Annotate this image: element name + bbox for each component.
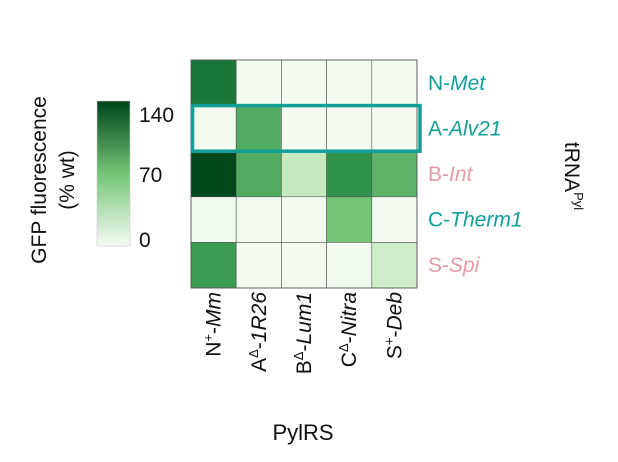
column-label-separator: - (383, 331, 406, 338)
heatmap-cells (190, 59, 418, 289)
column-label-separator: - (293, 345, 316, 352)
colorbar-tick-mid: 70 (139, 164, 162, 187)
y-axis-title: tRNAPyl (560, 142, 586, 210)
heatmap-cell (281, 150, 327, 198)
row-label: A-Alv21 (428, 117, 502, 140)
colorbar-tick-min: 0 (139, 229, 151, 252)
colorbar (96, 100, 131, 247)
column-label-prefix: S (383, 345, 406, 359)
column-label-prefix: C (338, 352, 361, 367)
heatmap-cell (326, 105, 373, 152)
x-axis-title: PylRS (272, 420, 333, 445)
row-label: B-Int (428, 163, 474, 186)
column-label-superscript: + (201, 334, 216, 342)
column-label-superscript: Δ (246, 349, 261, 358)
column-label-superscript: + (381, 338, 396, 346)
heatmap-cell (371, 196, 418, 243)
row-label-prefix: S- (428, 254, 449, 277)
heatmap-cell (190, 242, 237, 289)
column-label-superscript: Δ (336, 343, 351, 352)
heatmap-cell (326, 242, 373, 289)
row-label-prefix: B- (428, 163, 449, 186)
row-label-name: Alv21 (447, 117, 502, 140)
heatmap-cell (235, 242, 282, 289)
colorbar-title-line2: (% wt) (56, 150, 79, 210)
column-label-name: Lum1 (293, 292, 316, 345)
heatmap-cell (281, 59, 327, 106)
row-label-name: Int (449, 163, 474, 186)
heatmap-cell (371, 242, 418, 289)
heatmap-cell (235, 105, 282, 152)
heatmap-cell (235, 59, 282, 106)
colorbar-title-line1: GFP fluorescence (28, 96, 51, 264)
heatmap-cell (326, 196, 373, 243)
heatmap-border (190, 59, 418, 289)
column-label: BΔ-Lum1 (291, 292, 316, 374)
heatmap-cell (326, 59, 373, 106)
heatmap-cell (371, 59, 418, 106)
heatmap-cell (281, 242, 327, 289)
y-axis-title-superscript: Pyl (571, 192, 586, 210)
column-label: AΔ-1R26 (246, 292, 271, 372)
column-label-superscript: Δ (291, 351, 306, 360)
column-label-separator: - (338, 336, 361, 343)
heatmap-cell (235, 150, 282, 198)
column-label-separator: - (248, 342, 271, 349)
column-label-name: 1R26 (248, 292, 271, 343)
heatmap-cell (371, 150, 418, 198)
highlight-box (190, 103, 422, 153)
heatmap-cell (190, 196, 237, 243)
column-label-name: Deb (383, 292, 406, 331)
heatmap-cell (190, 59, 237, 106)
column-label-prefix: N (203, 342, 226, 357)
row-label-prefix: C- (428, 209, 450, 232)
row-label-prefix: N- (428, 72, 450, 95)
column-label-prefix: B (293, 360, 316, 374)
colorbar-title: GFP fluorescence (% wt) (28, 96, 79, 264)
colorbar-tick-max: 140 (139, 104, 174, 127)
heatmap-cell (190, 105, 237, 152)
row-label-name: Spi (449, 254, 481, 277)
heatmap-cell (190, 150, 237, 198)
heatmap-cell (281, 196, 327, 243)
row-label-name: Met (450, 72, 486, 95)
row-label-name: Therm1 (450, 209, 522, 232)
row-label-prefix: A- (428, 117, 449, 140)
row-label: S-Spi (428, 254, 481, 277)
heatmap-cell (235, 196, 282, 243)
column-label: S+-Deb (381, 292, 406, 359)
column-label-name: Mm (203, 292, 226, 327)
column-label-separator: - (203, 327, 226, 334)
row-label: N-Met (428, 72, 486, 95)
y-axis-title-main: tRNA (560, 142, 583, 192)
column-label-name: Nitra (338, 292, 361, 336)
heatmap-cell (281, 105, 327, 152)
heatmap-cell (371, 105, 418, 152)
column-label: N+-Mm (201, 292, 226, 357)
column-label: CΔ-Nitra (336, 292, 361, 367)
column-label-prefix: A (248, 358, 271, 372)
heatmap-cell (326, 150, 373, 198)
row-label: C-Therm1 (428, 209, 523, 232)
